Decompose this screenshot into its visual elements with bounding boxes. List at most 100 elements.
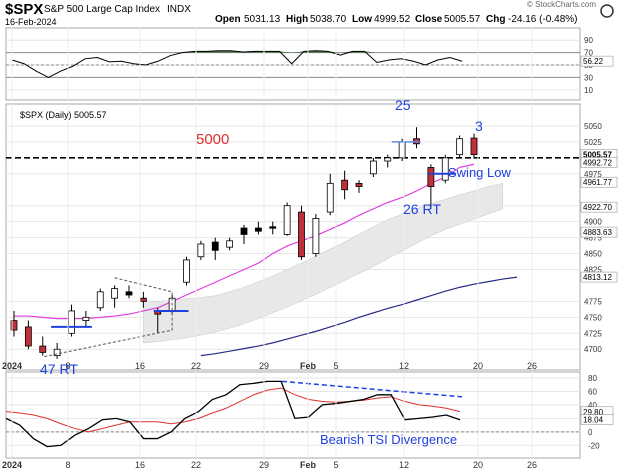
rsi-line	[11, 50, 463, 78]
candle-body	[82, 316, 90, 321]
tsi-layer: 806040200-20	[5, 374, 600, 450]
credit: © StockCharts.com	[527, 0, 596, 9]
candle-body	[96, 291, 104, 309]
bollinger-band-fill	[143, 182, 504, 344]
price-tick-label: 4975	[584, 170, 602, 179]
tsi-tag-box	[580, 414, 614, 425]
price-tick-label: 4700	[584, 345, 602, 354]
candle-body	[211, 241, 219, 251]
price-panel-title: $SPX (Daily) 5005.57	[20, 110, 107, 120]
rsi-tick-label: 90	[584, 36, 593, 45]
settings-icon[interactable]	[600, 4, 614, 18]
price-tick-label: 4900	[584, 218, 602, 227]
swing-low-label: Swing Low	[448, 165, 511, 180]
x-tick-label-tsi: 22	[191, 460, 201, 470]
x-axis: 2024 2024 8 8 16 16 22 22 29 29 Feb Feb 5 5 12 12 20 20 26…	[2, 28, 537, 470]
price-tag-box	[580, 157, 618, 168]
price-tick-label: 5025	[584, 138, 602, 147]
chart-date: 16-Feb-2024	[5, 17, 57, 27]
price-tick-label: 4825	[584, 265, 602, 274]
price-tag-box	[580, 201, 618, 213]
price-panel	[5, 103, 581, 371]
close-value: 5005.57	[444, 14, 481, 25]
candle-body	[427, 167, 435, 187]
ma-fast-line	[14, 163, 475, 320]
price-tag-label: 4992.72	[583, 158, 612, 167]
x-tick-label-price: 22	[191, 361, 201, 371]
price-tick-label: 4725	[584, 329, 602, 338]
level-5000-label: 5000	[196, 131, 229, 148]
price-tag-box	[580, 226, 618, 238]
candle-body	[341, 179, 349, 191]
candle-body	[312, 218, 320, 254]
candle-body	[53, 348, 61, 357]
price-tag-label: 4813.12	[583, 273, 612, 282]
rsi-tag-box	[580, 55, 614, 67]
rsi-tick-label: 70	[584, 49, 593, 58]
x-tick-label-price: 26	[527, 361, 537, 371]
chg-label: Chg	[486, 14, 505, 25]
label-47rt: 47 RT	[40, 361, 78, 377]
price-tick-label: 4750	[584, 313, 602, 322]
candle-body	[456, 138, 464, 156]
price-layer: 5050502549754925490048754850482547754750…	[6, 122, 602, 359]
x-tick-label-price: 12	[399, 361, 409, 371]
candle-body	[326, 182, 334, 213]
ma-slow-line	[200, 276, 518, 357]
x-tick-label-price: 8	[65, 361, 70, 371]
close-label: Close	[415, 14, 443, 25]
index-name: S&P 500 Large Cap Index	[44, 4, 160, 15]
exchange: INDX	[167, 4, 191, 15]
candle-body	[24, 326, 32, 347]
candle-body	[355, 182, 363, 187]
tsi-tag-label: 18.04	[583, 416, 604, 425]
candle-body	[68, 310, 75, 334]
rsi-layer: 9070503010	[6, 36, 593, 95]
open-value: 5031.13	[244, 14, 281, 25]
x-tick-label-tsi: 16	[135, 460, 145, 470]
price-tick-label: 5050	[584, 122, 602, 131]
candle-body	[139, 297, 147, 302]
tsi-divergence-line	[281, 380, 463, 398]
low-value: 4999.52	[374, 14, 411, 25]
chg-value: -24.16 (-0.48%)	[508, 14, 577, 25]
low-label: Low	[352, 14, 372, 25]
x-tick-label-tsi: 2024	[2, 460, 22, 470]
high-label: High	[286, 14, 308, 25]
rsi-panel	[5, 27, 581, 101]
tsi-tick-label: 80	[588, 374, 597, 383]
price-tick-label: 4850	[584, 250, 602, 259]
x-tick-label-tsi: 5	[333, 460, 338, 470]
price-tag-box	[580, 271, 618, 283]
x-tick-label-price: 29	[259, 361, 269, 371]
tsi-tick-label: 0	[588, 428, 593, 437]
candle-body	[197, 243, 205, 258]
candle-body	[298, 211, 305, 258]
tsi-tick-label: 40	[588, 401, 597, 410]
ticker: $SPX	[5, 1, 43, 18]
candle-body	[369, 160, 377, 175]
price-tick-label: 4775	[584, 297, 602, 306]
candle-body	[470, 137, 478, 156]
price-tag-label: 4922.70	[583, 203, 612, 212]
candle-body	[254, 227, 262, 232]
candle-body	[183, 259, 190, 283]
x-tick-label-price: 20	[473, 361, 483, 371]
candle-body	[441, 157, 449, 181]
x-tick-label-tsi: Feb	[300, 460, 317, 470]
x-tick-label-price: 16	[135, 361, 145, 371]
label-25: 25	[395, 97, 411, 113]
high-value: 5038.70	[310, 14, 347, 25]
ohlc-readout: Open 5031.13 High 5038.70 Low 4999.52 Cl…	[215, 14, 577, 25]
candle-body	[39, 345, 47, 353]
tsi-tick-label: 60	[588, 387, 597, 396]
x-tick-label-tsi: 29	[259, 460, 269, 470]
x-tick-label-price: Feb	[300, 361, 317, 371]
price-tick-label: 4875	[584, 234, 602, 243]
x-tick-label-tsi: 26	[527, 460, 537, 470]
candle-body	[125, 291, 133, 296]
x-tick-label-tsi: 12	[399, 460, 409, 470]
candle-body	[269, 226, 277, 229]
candle-body	[226, 240, 234, 248]
